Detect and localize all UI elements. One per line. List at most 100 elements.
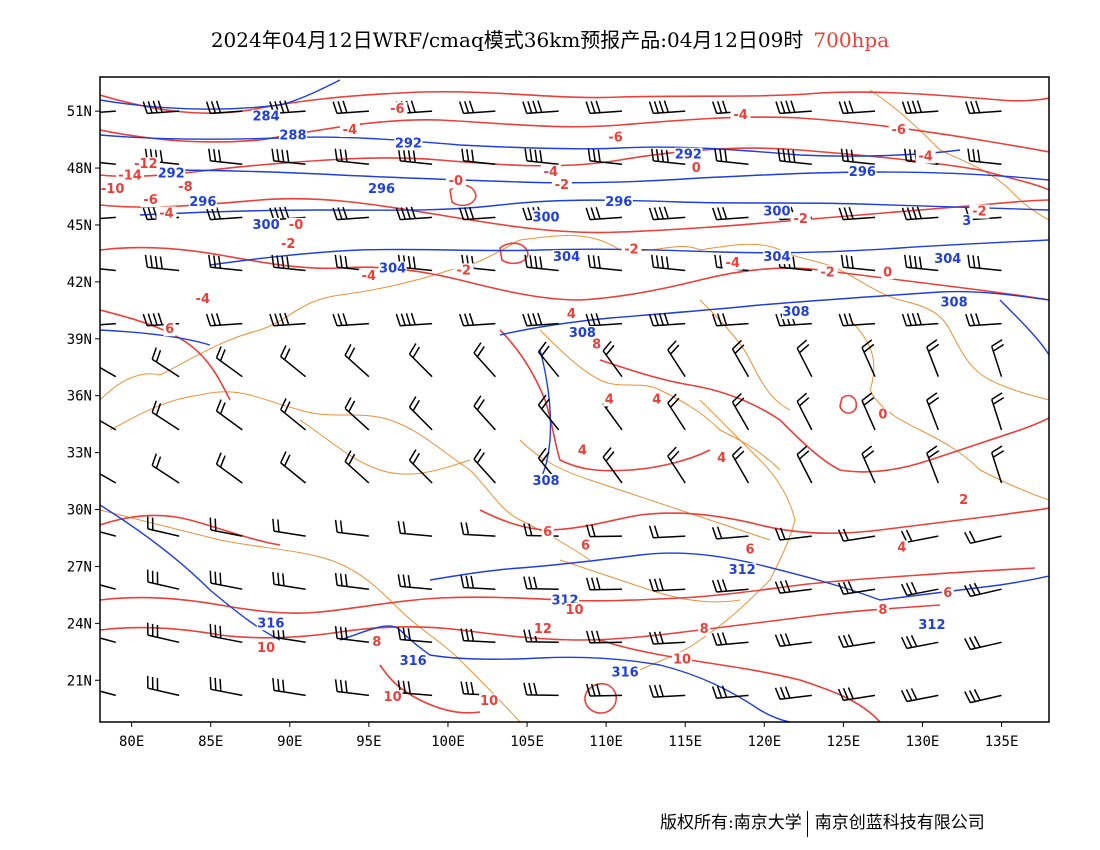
map-title: 2024年04月12日WRF/cmaq模式36km预报产品:04月12日09时 7… <box>0 24 1100 53</box>
wind-barb <box>280 451 307 484</box>
lat-tick-label: 30N <box>67 503 92 519</box>
contour-value-label: 10 <box>673 652 691 667</box>
contour-value-label: -4 <box>544 165 558 180</box>
contour-value-label: 8 <box>592 337 601 352</box>
geopotential-contour-line <box>339 625 791 722</box>
contour-label-bg <box>876 602 889 617</box>
tibet-plateau-boundary <box>109 391 591 561</box>
contour-label-bg <box>579 538 592 553</box>
contour-label-bg <box>256 616 285 631</box>
wind-barb <box>280 398 307 431</box>
contour-label-bg <box>848 164 877 179</box>
contour-value-label: 6 <box>581 538 590 553</box>
contour-label-bg <box>131 157 160 172</box>
contour-label-bg <box>532 473 561 488</box>
contour-value-label: -4 <box>159 206 173 221</box>
contour-value-label: 296 <box>849 165 876 180</box>
contour-label-bg <box>286 217 307 232</box>
wind-barb <box>964 582 1002 598</box>
wind-barb <box>524 254 559 272</box>
wind-barb <box>837 634 876 649</box>
contour-value-label: 304 <box>379 262 406 277</box>
wind-barb <box>861 392 876 431</box>
map-frame <box>99 76 1050 723</box>
contour-value-label: 8 <box>878 603 887 618</box>
contour-label-bg <box>541 525 554 540</box>
interior-province-boundary <box>699 299 791 411</box>
northeast-boundary <box>869 89 1049 221</box>
wind-barb <box>926 339 940 377</box>
lon-tick-label: 135E <box>985 734 1019 750</box>
wind-barb <box>774 527 812 541</box>
contour-label-bg <box>888 123 909 138</box>
wind-barb <box>990 445 1005 484</box>
wind-barb <box>215 346 243 378</box>
wind-barb <box>458 100 496 115</box>
wind-barb <box>458 206 496 221</box>
contour-value-label: -2 <box>972 205 986 220</box>
contour-value-label: 4 <box>605 392 614 407</box>
wind-barb <box>585 577 623 591</box>
interior-province-boundary <box>299 419 471 475</box>
wind-barb <box>100 473 117 484</box>
wind-barb <box>731 392 750 431</box>
wind-barb <box>731 339 750 378</box>
wind-barb <box>473 395 496 431</box>
wind-barb <box>837 528 876 542</box>
wind-barb <box>523 682 559 697</box>
contour-value-label: 316 <box>612 666 639 681</box>
contour-label-bg <box>590 337 603 352</box>
geopotential-contour-line <box>499 290 1049 336</box>
wind-barb <box>334 626 369 644</box>
wind-barb <box>146 569 180 590</box>
wind-barb <box>840 254 876 272</box>
lon-tick-label: 100E <box>431 734 465 750</box>
contour-label-bg <box>540 164 561 179</box>
wind-barb <box>523 629 559 644</box>
contour-value-label: 316 <box>400 654 427 669</box>
contour-value-label: 308 <box>569 326 596 341</box>
lat-tick-label: 42N <box>67 275 92 291</box>
wind-barb <box>205 313 243 327</box>
contour-value-label: 6 <box>543 525 552 540</box>
wind-barb <box>731 446 750 484</box>
contour-label-bg <box>650 392 663 407</box>
wind-barb <box>840 148 876 166</box>
wind-barb <box>524 148 559 166</box>
contour-label-bg <box>817 265 838 280</box>
wind-barb <box>460 628 496 644</box>
wind-barb <box>711 579 749 593</box>
contour-label-bg <box>690 160 703 175</box>
contour-label-bg <box>730 107 751 122</box>
contour-label-bg <box>576 443 589 458</box>
contour-value-label: 4 <box>897 540 906 555</box>
contour-label-bg <box>278 128 307 143</box>
interior-province-boundary <box>539 329 781 471</box>
temperature-contour-line <box>100 309 231 401</box>
contour-label-bg <box>157 166 186 181</box>
contour-value-label: 6 <box>943 586 952 601</box>
wind-barb <box>585 630 623 644</box>
wind-barb <box>648 206 686 221</box>
temperature-contour-line <box>100 90 1049 114</box>
wind-barb <box>344 344 370 378</box>
longitude-axis: 80E 85E 90E 95E 100E 105E 110E 115E 120E 125E 130E… <box>119 722 1018 750</box>
contour-label-bg <box>382 690 403 705</box>
geopotential-contour-line <box>100 134 961 157</box>
contour-label-bg <box>762 250 791 265</box>
temperature-contour-line <box>479 507 1049 535</box>
temperature-contour-line <box>100 147 1049 191</box>
contour-label-bg <box>367 181 396 196</box>
wind-barb <box>774 580 812 594</box>
contour-value-label: 284 <box>253 110 280 125</box>
contour-value-label: 0 <box>878 408 887 423</box>
contour-value-label: 8 <box>372 635 381 650</box>
east-coast-boundary <box>639 399 796 671</box>
contour-label-bg <box>604 195 633 210</box>
contour-value-label: 4 <box>567 307 576 322</box>
contour-label-bg <box>532 210 561 225</box>
contour-value-label: 4 <box>717 451 726 466</box>
temperature-contour-line <box>100 514 281 546</box>
wind-barb <box>967 254 1002 272</box>
wind-barb <box>775 312 812 327</box>
